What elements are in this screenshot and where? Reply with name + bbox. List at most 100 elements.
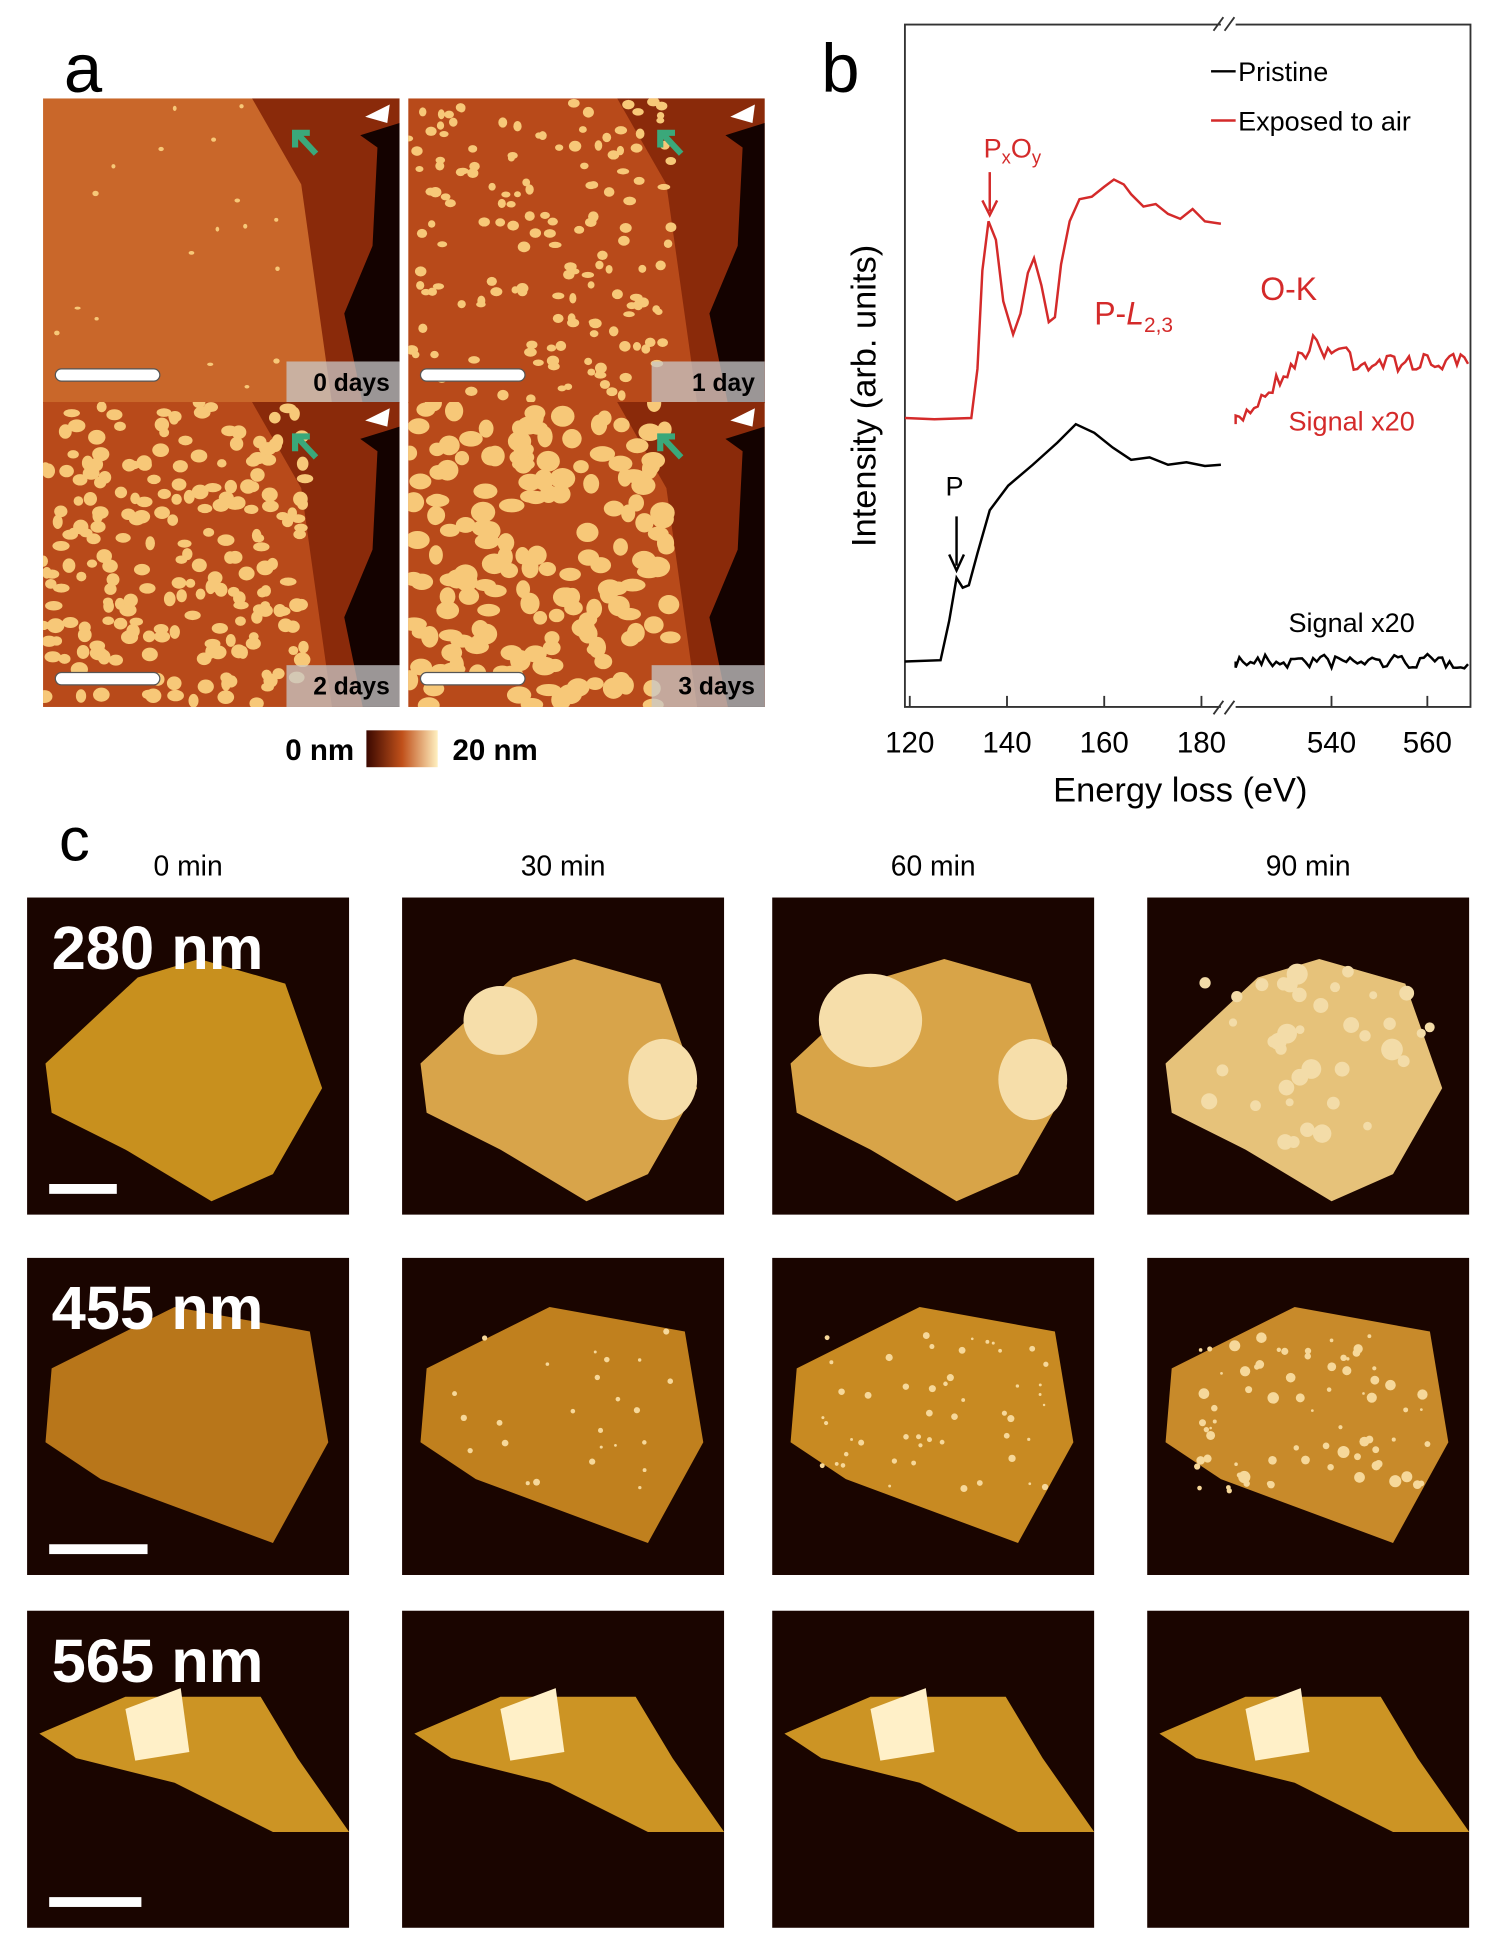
particle bbox=[570, 1408, 576, 1414]
particle bbox=[1278, 1079, 1295, 1096]
particle bbox=[1337, 1445, 1350, 1458]
particle bbox=[1359, 1030, 1371, 1042]
afm-island bbox=[141, 647, 158, 662]
particle bbox=[1301, 1059, 1322, 1079]
particle bbox=[496, 1419, 503, 1426]
afm-island bbox=[658, 594, 680, 615]
particle bbox=[1416, 1028, 1426, 1038]
particle bbox=[593, 1350, 597, 1354]
afm-island bbox=[647, 402, 662, 412]
axis-left bbox=[903, 23, 1221, 708]
particle bbox=[1418, 1480, 1425, 1487]
afm-island bbox=[274, 217, 279, 222]
afm-island bbox=[623, 311, 635, 318]
afm-island bbox=[57, 584, 69, 593]
afm-island bbox=[657, 183, 671, 191]
particle bbox=[1256, 1332, 1267, 1343]
afm-image: 1 day bbox=[408, 98, 765, 404]
afm-island bbox=[418, 323, 428, 333]
afm-island bbox=[449, 117, 458, 127]
afm-island bbox=[92, 506, 109, 520]
panel-c-images: 0 min 30 min 60 min 90 min 280 nm 455 nm 565 n… bbox=[27, 849, 1470, 1928]
afm-island bbox=[215, 226, 220, 232]
afm-island bbox=[417, 697, 440, 707]
afm-island bbox=[425, 187, 436, 196]
afm-island bbox=[576, 522, 599, 543]
afm-island bbox=[248, 632, 259, 642]
afm-island bbox=[141, 689, 155, 700]
afm-island bbox=[439, 523, 460, 537]
afm-island bbox=[279, 577, 297, 586]
scale-bar bbox=[54, 368, 161, 382]
afm-island bbox=[500, 645, 523, 661]
spectrum-pristine-edge-o bbox=[1234, 652, 1469, 672]
arrow bbox=[948, 516, 966, 574]
afm-island bbox=[82, 466, 100, 480]
particle bbox=[1198, 1348, 1203, 1352]
afm-island bbox=[204, 638, 221, 649]
particle bbox=[1389, 1475, 1402, 1488]
afm-island bbox=[427, 506, 446, 525]
particle bbox=[1038, 1383, 1042, 1387]
afm-island bbox=[588, 636, 606, 659]
particle bbox=[637, 1358, 642, 1362]
afm-island bbox=[644, 337, 656, 348]
afm-island bbox=[618, 235, 630, 246]
afm-image bbox=[402, 897, 725, 1215]
particle bbox=[533, 1478, 540, 1486]
afm-island bbox=[195, 588, 206, 600]
afm-island bbox=[588, 181, 599, 189]
afm-island bbox=[115, 533, 131, 543]
afm-island bbox=[415, 166, 424, 173]
afm-island bbox=[571, 618, 595, 638]
particle bbox=[927, 1437, 932, 1443]
afm-island bbox=[557, 684, 583, 705]
afm-island bbox=[559, 567, 581, 582]
afm-image: 3 days bbox=[408, 402, 765, 707]
particle bbox=[850, 1438, 853, 1441]
afm-island bbox=[582, 106, 594, 118]
afm-island bbox=[133, 509, 151, 524]
afm-island bbox=[635, 128, 645, 139]
x-tick-label: 160 bbox=[1080, 726, 1129, 759]
afm-island bbox=[622, 99, 635, 110]
afm-island bbox=[546, 344, 557, 352]
afm-island bbox=[515, 546, 530, 565]
afm-island bbox=[619, 372, 632, 383]
afm-island bbox=[567, 313, 576, 324]
flake bbox=[39, 1696, 350, 1832]
particle bbox=[1399, 985, 1415, 1001]
afm-island bbox=[557, 385, 567, 392]
afm-island bbox=[597, 410, 612, 426]
afm-island bbox=[587, 368, 596, 376]
afm-island bbox=[458, 587, 480, 605]
particle bbox=[1285, 1372, 1296, 1383]
afm-island bbox=[190, 449, 208, 463]
afm-island bbox=[506, 686, 532, 704]
thick-region bbox=[125, 1688, 190, 1761]
particle bbox=[614, 1444, 617, 1447]
afm-island bbox=[62, 558, 76, 573]
afm-island bbox=[663, 239, 673, 248]
afm-island bbox=[197, 679, 214, 694]
afm-island bbox=[506, 201, 516, 208]
x-tick-label: 540 bbox=[1307, 726, 1356, 759]
afm-island bbox=[435, 161, 445, 171]
afm-island bbox=[594, 362, 607, 374]
afm-island bbox=[421, 625, 439, 648]
afm-island bbox=[597, 250, 608, 260]
particle bbox=[819, 1463, 825, 1469]
afm-island bbox=[172, 460, 188, 473]
flake bbox=[45, 959, 323, 1202]
afm-island bbox=[656, 111, 665, 120]
afm-image bbox=[772, 1610, 1095, 1928]
afm-island bbox=[606, 387, 618, 397]
particle bbox=[501, 1439, 509, 1447]
afm-island bbox=[428, 220, 436, 228]
annotation-part: O bbox=[1011, 133, 1032, 163]
afm-island bbox=[478, 217, 490, 227]
particle bbox=[1207, 1346, 1213, 1352]
particle bbox=[638, 1485, 642, 1490]
afm-island bbox=[512, 420, 527, 436]
particle bbox=[1326, 1096, 1340, 1110]
